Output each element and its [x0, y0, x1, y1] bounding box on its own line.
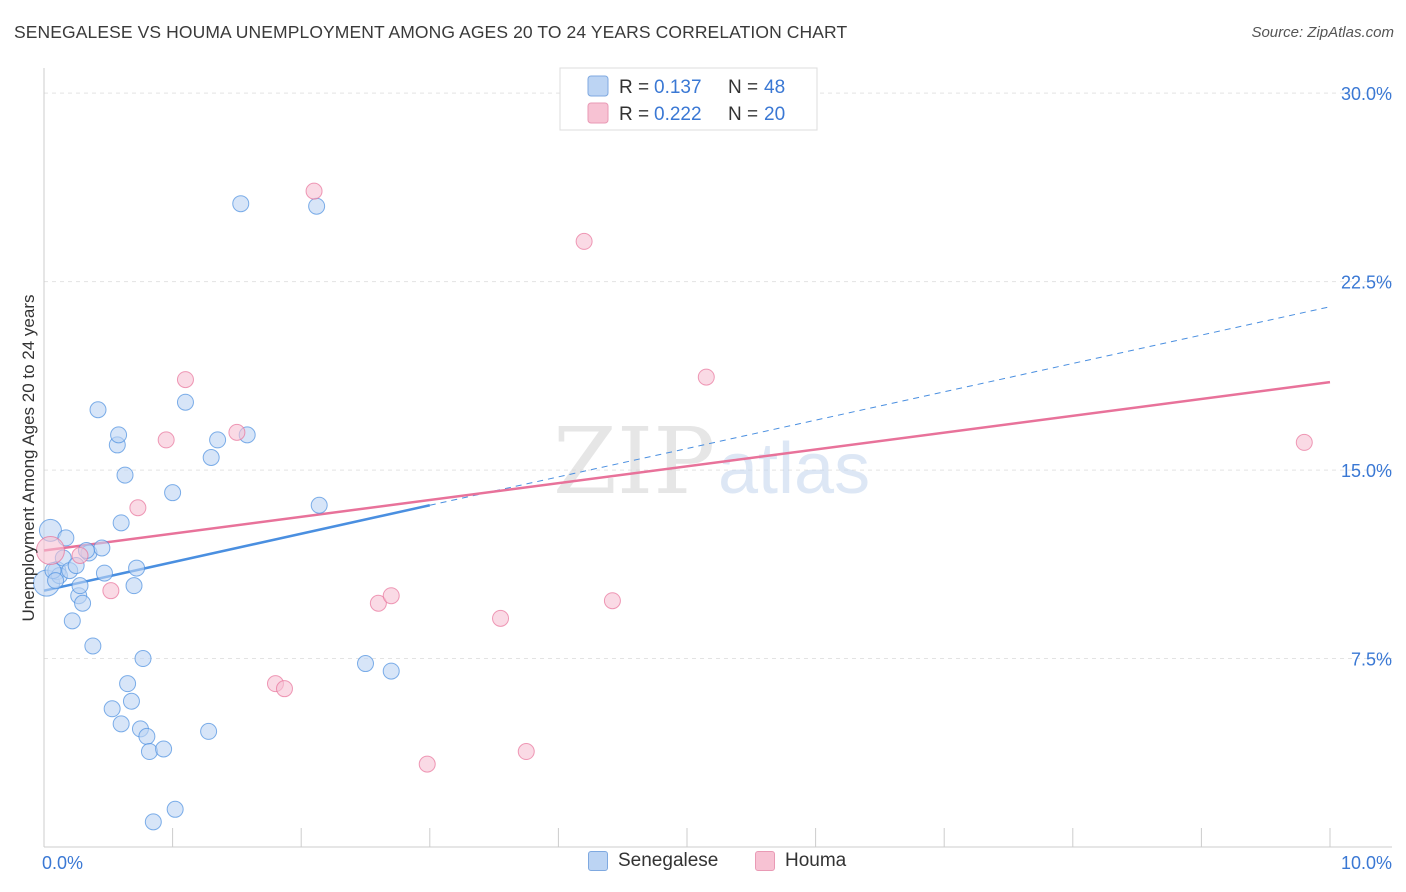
point-senegalese	[140, 743, 158, 761]
point-houma	[102, 582, 120, 600]
point-houma	[575, 232, 593, 250]
legend-item-houma: Houma	[755, 850, 846, 872]
point-senegalese	[125, 577, 143, 595]
point-senegalese	[116, 466, 134, 484]
point-houma	[492, 609, 510, 627]
y-tick-label: 15.0%	[1341, 461, 1392, 481]
point-senegalese	[84, 637, 102, 655]
x-tick-label: 10.0%	[1341, 853, 1392, 873]
legend-n-label: N =	[728, 77, 758, 98]
legend-swatch-houma	[587, 102, 609, 124]
point-senegalese	[112, 514, 130, 532]
legend-r-houma: 0.222	[654, 104, 702, 125]
watermark-atlas: atlas	[718, 429, 870, 509]
gridlines	[44, 92, 1392, 660]
point-houma	[382, 587, 400, 605]
point-senegalese	[71, 577, 89, 595]
point-houma	[275, 680, 293, 698]
trend-line-houma	[43, 380, 1331, 552]
stats-legend: R = 0.137 N = 48 R = 0.222 N = 20	[559, 67, 818, 131]
legend-r-senegalese: 0.137	[654, 77, 702, 98]
watermark-zip: ZIP	[553, 408, 715, 515]
point-senegalese	[122, 692, 140, 710]
chart-title: SENEGALESE VS HOUMA UNEMPLOYMENT AMONG A…	[14, 22, 848, 42]
point-senegalese	[74, 594, 92, 612]
legend-label-senegalese: Senegalese	[618, 850, 719, 871]
legend-swatch-senegalese	[587, 75, 609, 97]
point-senegalese	[63, 612, 81, 630]
point-houma	[697, 368, 715, 386]
legend-r-label: R =	[619, 77, 649, 98]
legend-swatch-senegalese	[588, 851, 608, 871]
point-senegalese	[166, 800, 184, 818]
point-senegalese	[103, 700, 121, 718]
watermark: ZIP atlas	[553, 408, 870, 515]
legend-n-label: N =	[728, 104, 758, 125]
point-senegalese	[164, 484, 182, 502]
point-senegalese	[128, 559, 146, 577]
point-senegalese	[89, 401, 107, 419]
legend-label-houma: Houma	[785, 850, 847, 871]
point-houma	[71, 547, 89, 565]
x-tick-label: 0.0%	[42, 853, 83, 873]
y-tick-label: 30.0%	[1341, 84, 1392, 104]
point-senegalese	[200, 722, 218, 740]
point-houma	[1295, 433, 1313, 451]
point-senegalese	[95, 564, 113, 582]
legend-r-label: R =	[619, 104, 649, 125]
y-tick-label: 7.5%	[1351, 650, 1392, 670]
point-senegalese	[202, 449, 220, 466]
point-senegalese	[232, 195, 250, 213]
y-axis-label: Unemployment Among Ages 20 to 24 years	[19, 295, 38, 622]
legend-n-houma: 20	[764, 104, 785, 125]
point-senegalese	[119, 675, 137, 693]
legend-swatch-houma	[755, 851, 775, 871]
point-senegalese	[47, 572, 65, 590]
y-tick-label: 22.5%	[1341, 273, 1392, 293]
point-houma	[228, 423, 246, 441]
y-tick-labels: 7.5% 15.0% 22.5% 30.0%	[1341, 84, 1392, 669]
axes	[43, 68, 1392, 848]
point-houma	[603, 592, 621, 610]
point-houma	[517, 743, 535, 761]
point-senegalese	[144, 813, 162, 831]
data-points	[33, 97, 1313, 831]
point-senegalese	[357, 655, 374, 673]
point-senegalese	[176, 393, 194, 411]
point-senegalese	[155, 740, 173, 758]
series-legend: Senegalese Houma	[0, 850, 1406, 880]
point-senegalese	[382, 662, 400, 680]
point-houma	[35, 535, 65, 565]
legend-n-senegalese: 48	[764, 77, 785, 98]
point-senegalese	[93, 539, 111, 557]
point-houma	[369, 594, 387, 612]
x-tick-labels: 0.0% 10.0%	[42, 853, 1392, 873]
point-senegalese	[112, 715, 130, 733]
point-senegalese	[310, 496, 328, 514]
chart-source: Source: ZipAtlas.com	[1251, 24, 1394, 41]
point-houma	[418, 755, 436, 773]
point-houma	[176, 371, 194, 389]
point-houma	[305, 182, 323, 200]
point-houma	[157, 431, 175, 449]
point-houma	[129, 499, 147, 517]
point-senegalese	[110, 426, 128, 444]
point-senegalese	[138, 727, 156, 745]
point-senegalese	[209, 431, 227, 449]
point-senegalese	[308, 197, 326, 215]
legend-item-senegalese: Senegalese	[588, 850, 718, 872]
point-senegalese	[134, 650, 152, 668]
